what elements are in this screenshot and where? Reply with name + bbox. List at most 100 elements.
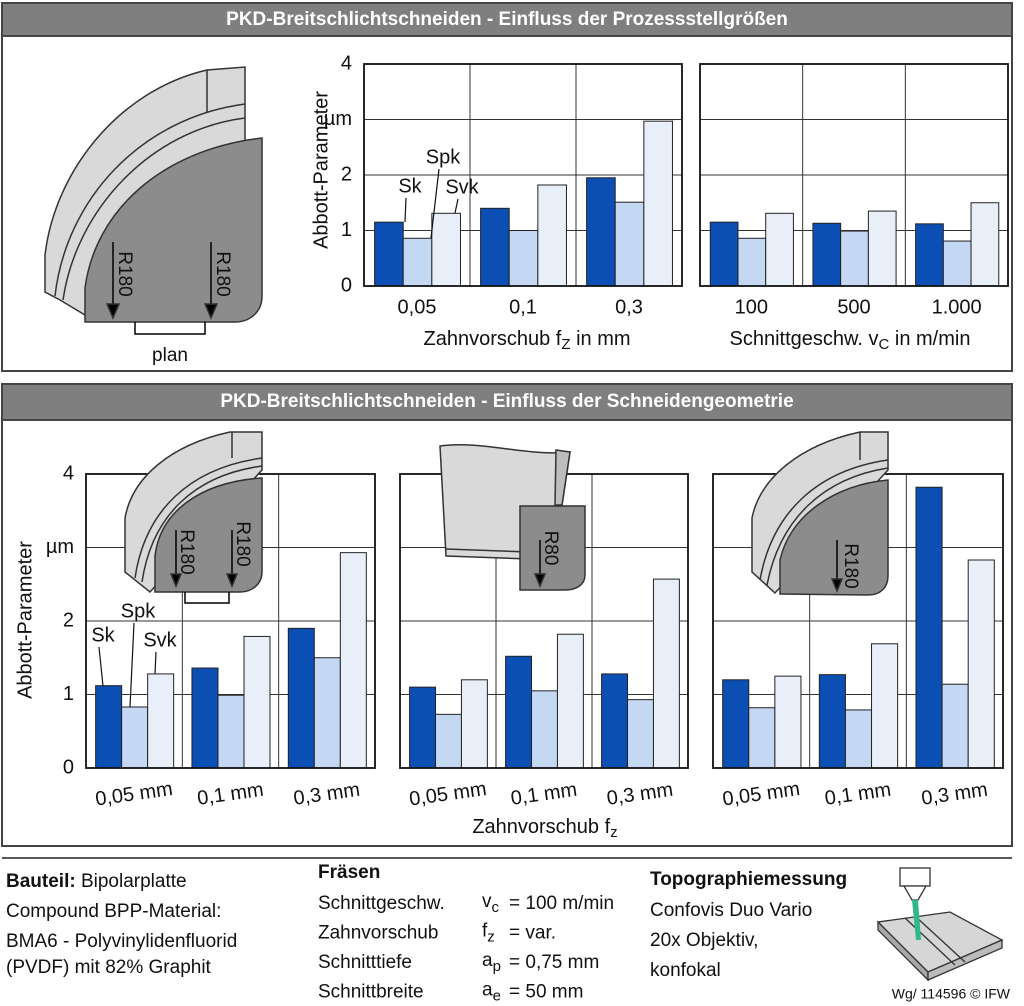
sample-side [927,939,1003,981]
bar [147,673,175,769]
radius-label: R180 [114,251,135,296]
arrow-head [169,573,183,588]
milling-symbol: fz [482,921,495,946]
x-tick-label: 0,1 mm [196,779,265,810]
tool-edge [554,449,571,506]
bar [812,222,842,287]
bar [915,486,943,769]
x-tick-label: 1.000 [932,296,982,318]
milling-symbol: ae [482,980,501,1005]
x-axis-label-sub: z [610,824,618,841]
y-axis-label: Abbott-Parameter [310,91,332,249]
measurement-line: 20x Objektiv, [650,930,758,951]
bar [508,230,539,287]
y-axis-label: Abbott-Parameter [14,541,36,699]
measurement-line: konfokal [650,960,721,981]
legend-leader [129,622,135,708]
tool-edge [759,459,889,581]
milling-symbol-sub: p [493,958,501,975]
x-tick-label: 100 [735,296,768,318]
bar [941,683,969,769]
tool-edge [54,103,246,297]
bar [313,657,341,769]
milling-symbol-main: a [482,980,493,1001]
x-axis-label: Schnittgeschw. vC in m/min [730,328,971,353]
radius-label: R80 [540,531,561,566]
radius-label: R180 [176,529,197,574]
x-tick-label: 0,05 mm [94,778,174,811]
legend-leader [98,646,104,687]
y-tick-label: 2 [341,163,352,185]
objective-tip [902,885,928,901]
legend-leader [404,197,407,223]
bar [915,223,944,287]
legend-label: Svk [143,629,177,651]
bar [402,237,433,287]
x-axis-label: Zahnvorschub fZ in mm [423,328,630,353]
milling-symbol-sub: z [487,928,495,945]
bar [840,230,869,287]
x-tick-label: 0,05 [398,296,437,318]
milling-symbol-main: a [482,950,493,971]
legend-leader [430,168,440,239]
component-line: BMA6 - Polyvinylidenfluorid [6,931,237,952]
tool-cutter [779,479,889,596]
bar [191,667,219,769]
bar [531,690,558,769]
milling-rows: Schnittgeschw. vc = 100 m/min Zahnvorschub f… [318,891,614,1004]
plan-label: plan [152,345,188,366]
legend-leader [154,651,157,675]
tool-cutter [519,505,586,591]
x-axis-label-sub: C [879,336,890,353]
bar [409,686,437,769]
bar [537,184,567,287]
section-title: PKD-Breitschlichtschneiden - Einfluss de… [226,9,788,30]
tool-illustration: R80 [439,443,586,591]
x-axis-label-text: in mm [571,328,631,350]
plot-frame [363,63,683,287]
groove [904,915,966,966]
radius-label: R180 [212,251,233,296]
bar [867,210,897,287]
x-tick-label: 0,3 mm [292,779,361,810]
bar [774,675,802,769]
milling-symbol-sub: e [493,987,501,1004]
bar [480,207,510,287]
y-tick-label: 4 [63,462,74,484]
y-tick-label: 2 [63,609,74,631]
milling-label: Schnitttiefe [318,952,412,973]
legend-label: Sk [398,175,422,197]
milling-symbol: vc [482,891,500,916]
x-axis-label-text: Schnittgeschw. v [730,328,879,350]
bar [967,559,995,769]
bar [556,633,584,769]
bar [217,694,245,769]
x-tick-label: 0,1 mm [509,779,578,810]
milling-symbol-main: f [482,921,488,942]
milling-label: Schnittgeschw. [318,893,445,914]
bar [844,709,873,769]
y-tick-label: 1 [341,219,352,241]
y-tick-label: 0 [341,274,352,296]
objective [899,867,931,887]
radius-label: R180 [232,521,253,566]
milling-symbol-main: v [482,891,492,912]
bar [765,212,794,287]
arrow-head [830,578,844,593]
bar [614,201,645,287]
bar [505,655,533,769]
x-axis-label-text: in m/min [889,328,970,350]
x-tick-label: 0,05 mm [721,778,801,811]
milling-label: Zahnvorschub [318,923,438,944]
bar [95,685,123,769]
legend-label: Spk [426,146,461,168]
plot-frame [699,63,1009,287]
x-tick-label: 0,05 mm [408,778,488,811]
arrow-head [533,573,547,588]
milling-heading: Fräsen [318,862,380,883]
footer: Bauteil: Bipolarplatte Compound BPP-Mate… [6,862,1011,1004]
bar [818,674,846,769]
component-value: Bipolarplatte [76,871,187,892]
y-tick-label: 0 [63,756,74,778]
bar [586,177,616,287]
